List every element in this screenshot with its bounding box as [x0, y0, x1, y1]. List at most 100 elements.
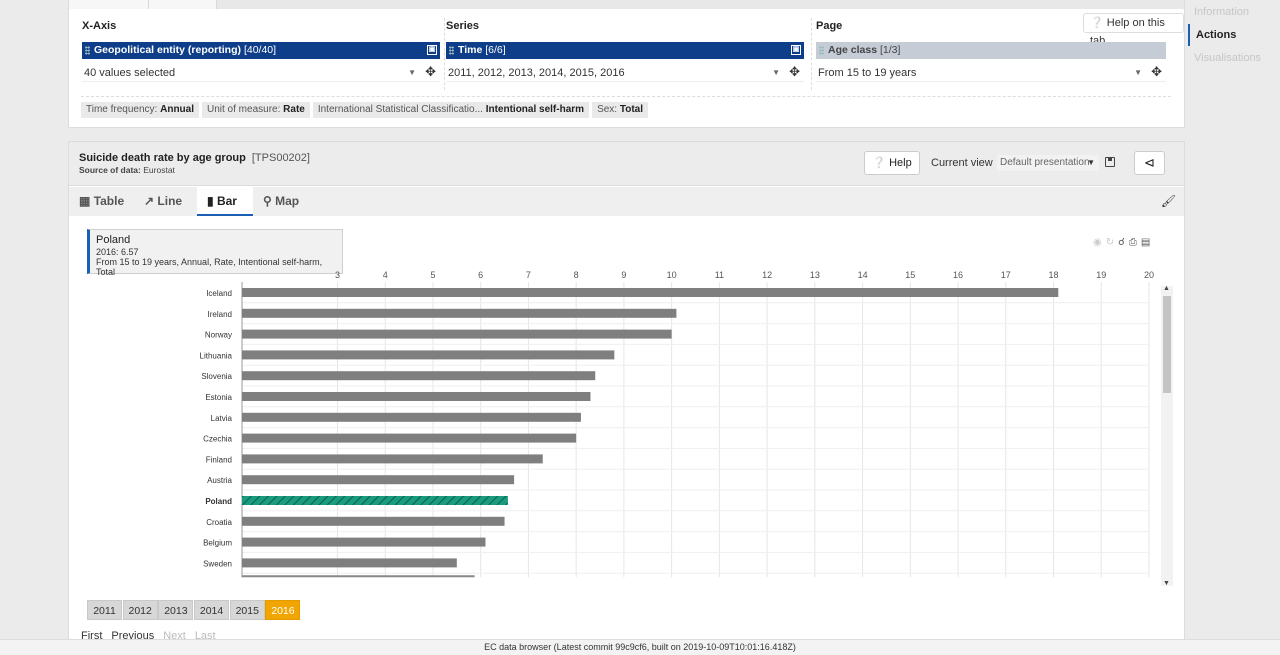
line-chart-icon: ↗: [144, 194, 155, 208]
caret-down-icon[interactable]: ▼: [1134, 68, 1142, 77]
series-select[interactable]: 2011, 2012, 2013, 2014, 2015, 2016 ▼ ✥: [446, 64, 804, 82]
bar-highlighted: [242, 496, 508, 505]
category-label: Poland: [205, 497, 232, 506]
config-tab[interactable]: [149, 0, 217, 9]
config-tab[interactable]: [69, 0, 149, 9]
x-tick-label: 9: [621, 270, 626, 280]
bar: [242, 558, 457, 568]
filter-chip[interactable]: Sex: Total: [592, 102, 649, 118]
category-label: Iceland: [206, 289, 232, 298]
category-label: Lithuania: [200, 351, 233, 360]
xaxis-select[interactable]: 40 values selected ▼ ✥: [82, 64, 440, 82]
tab-line[interactable]: ↗ Line: [144, 194, 183, 208]
category-label: Croatia: [206, 518, 232, 527]
x-tick-label: 3: [335, 270, 340, 280]
x-tick-label: 18: [1049, 270, 1059, 280]
bar: [242, 516, 505, 526]
right-nav: Information Actions Visualisations: [1188, 0, 1280, 640]
view-tabs: ▦ Table ↗ Line ▮ Bar ⚲ Map 🖌: [69, 187, 1184, 216]
nav-actions[interactable]: Actions: [1188, 24, 1280, 46]
year-button[interactable]: 2013: [158, 600, 194, 620]
bar: [242, 433, 577, 443]
drag-handle-icon[interactable]: [85, 46, 90, 55]
page-column: Page Age class [1/3] From 15 to 19 years…: [816, 20, 1166, 82]
visualisation-panel: Suicide death rate by age group [TPS00202…: [68, 141, 1185, 642]
page-dimension[interactable]: Age class [1/3]: [816, 42, 1166, 59]
x-tick-label: 7: [526, 270, 531, 280]
expand-icon[interactable]: ▣: [791, 45, 801, 55]
year-button[interactable]: 2015: [229, 600, 265, 620]
tab-bar[interactable]: ▮ Bar: [197, 187, 253, 216]
tooltip-country: Poland: [96, 234, 131, 246]
tab-map[interactable]: ⚲ Map: [263, 194, 300, 208]
filter-chip[interactable]: International Statistical Classificatio.…: [312, 102, 590, 118]
x-tick-label: 6: [478, 270, 483, 280]
year-button[interactable]: 2016: [265, 600, 301, 620]
current-view-select[interactable]: Default presentation ▼: [997, 155, 1099, 171]
xaxis-title: X-Axis: [82, 20, 117, 32]
xaxis-dimension[interactable]: Geopolitical entity (reporting) [40/40] …: [82, 42, 440, 59]
map-marker-icon: ⚲: [263, 194, 272, 208]
chart-tooltip: Poland 2016: 6.57 From 15 to 19 years, A…: [87, 229, 343, 277]
bar: [242, 454, 543, 464]
expand-icon[interactable]: ▣: [427, 45, 437, 55]
caret-down-icon[interactable]: ▼: [408, 68, 416, 77]
palette-icon[interactable]: ◉: [1093, 237, 1106, 248]
bar: [242, 475, 515, 485]
move-icon[interactable]: ✥: [789, 64, 800, 79]
year-button[interactable]: 2014: [194, 600, 230, 620]
category-label: Finland: [206, 455, 232, 464]
save-icon[interactable]: [1105, 157, 1115, 167]
caret-down-icon[interactable]: ▼: [772, 68, 780, 77]
dataset-code: [TPS00202]: [251, 152, 310, 164]
move-icon[interactable]: ✥: [425, 64, 436, 79]
print-icon[interactable]: ⎙: [1128, 237, 1141, 248]
current-view-label: Current view: [931, 157, 993, 169]
x-tick-label: 4: [383, 270, 388, 280]
filter-chip[interactable]: Unit of measure: Rate: [202, 102, 310, 118]
bar: [242, 537, 486, 547]
year-selector: 2011 2012 2013 2014 2015 2016: [87, 600, 301, 620]
layout-config-panel: ❔ Help on this tab X-Axis Geopolitical e…: [68, 0, 1185, 128]
category-label: Ireland: [208, 310, 232, 319]
image-icon[interactable]: ▤: [1140, 237, 1155, 248]
share-button[interactable]: ⊲: [1134, 151, 1165, 175]
question-icon: ❔: [1090, 17, 1104, 29]
table-icon: ▦: [79, 194, 91, 208]
year-button[interactable]: 2011: [87, 600, 122, 620]
x-tick-label: 10: [667, 270, 677, 280]
x-tick-label: 16: [953, 270, 963, 280]
page-select[interactable]: From 15 to 19 years ▼ ✥: [816, 64, 1166, 82]
question-icon: ❔: [872, 157, 886, 169]
footer: EC data browser (Latest commit 99c9cf6, …: [0, 639, 1280, 655]
drag-handle-icon[interactable]: [819, 46, 824, 55]
reset-icon[interactable]: ↻: [1105, 237, 1119, 248]
zoom-icon[interactable]: ☌: [1118, 237, 1129, 248]
bar: [242, 308, 677, 318]
bar: [242, 329, 672, 339]
data-source: Source of data: Eurostat: [79, 165, 175, 175]
bar-chart: 3 4 5 6 7 8 9 10 11 12 13 14 15 16 17 18 19 20 Iceland Irel…: [200, 270, 1154, 578]
brush-icon[interactable]: 🖌: [1160, 194, 1176, 208]
bar: [242, 371, 596, 381]
nav-information[interactable]: Information: [1194, 6, 1250, 18]
scroll-up-icon[interactable]: ▲: [1163, 285, 1170, 292]
help-button[interactable]: ❔ Help: [864, 151, 920, 175]
share-icon: ⊲: [1144, 155, 1155, 170]
year-button[interactable]: 2012: [122, 600, 158, 620]
x-tick-label: 11: [715, 270, 724, 280]
series-dimension[interactable]: Time [6/6] ▣: [446, 42, 804, 59]
bar: [242, 392, 591, 401]
tab-table[interactable]: ▦ Table: [79, 194, 125, 208]
bar: [242, 412, 581, 422]
filter-chip[interactable]: Time frequency: Annual: [81, 102, 199, 118]
chart-scrollbar[interactable]: ▲ ▼: [1161, 285, 1173, 587]
move-icon[interactable]: ✥: [1151, 64, 1162, 79]
scroll-down-icon[interactable]: ▼: [1163, 580, 1170, 587]
nav-visualisations[interactable]: Visualisations: [1194, 52, 1262, 64]
x-tick-label: 8: [574, 270, 579, 280]
bar-chart-icon: ▮: [207, 194, 214, 208]
help-on-tab-button[interactable]: ❔ Help on this tab: [1083, 13, 1184, 47]
drag-handle-icon[interactable]: [449, 46, 454, 55]
scroll-thumb[interactable]: [1163, 296, 1171, 393]
